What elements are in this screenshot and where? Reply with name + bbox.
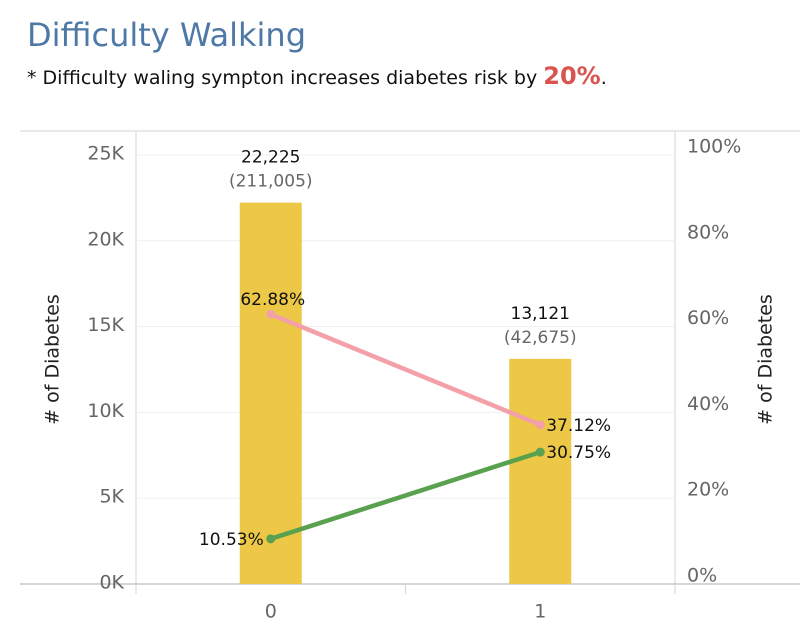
y-right-tick-label: 20% (687, 479, 729, 501)
pink-line (268, 311, 543, 428)
bar-value-label: 22,225 (241, 148, 300, 168)
bar-total-label: (42,675) (504, 328, 577, 348)
point-value-label: 62.88% (240, 290, 305, 310)
y-left-tick-label: 20K (87, 228, 124, 250)
y-left-tick-label: 25K (87, 143, 124, 165)
y-right-tick-label: 60% (687, 307, 729, 329)
bar-total-label: (211,005) (229, 172, 313, 192)
y-left-tick-label: 10K (87, 400, 124, 422)
y-right-axis-title: # of Diabetes (755, 294, 777, 425)
y-left-tick-label: 0K (99, 572, 124, 594)
subtitle-highlight: 20% (543, 62, 601, 90)
y-left-tick-label: 15K (87, 314, 124, 336)
green-line-point (535, 447, 545, 457)
subtitle-text: * Difficulty waling sympton increases di… (27, 67, 544, 89)
pink-line-point (535, 420, 545, 430)
y-left-tick-label: 5K (99, 486, 124, 508)
bar-value-label: 13,121 (511, 304, 570, 324)
pink-line-point (266, 309, 276, 319)
point-value-label: 37.12% (546, 416, 611, 436)
green-line (268, 449, 543, 542)
chart-title: Difficulty Walking (27, 16, 306, 54)
point-value-label: 10.53% (199, 530, 264, 550)
point-value-label: 30.75% (546, 443, 611, 463)
y-right-tick-label: 100% (687, 136, 741, 158)
x-tick-label: 0 (265, 601, 277, 623)
bar-0 (239, 202, 302, 584)
line-series (266, 309, 545, 544)
subtitle-suffix: . (600, 67, 607, 89)
gridlines (136, 154, 675, 499)
chart-subtitle: * Difficulty waling sympton increases di… (27, 62, 607, 90)
y-right-tick-label: 0% (687, 565, 717, 587)
bars (239, 202, 572, 584)
green-line-point (266, 534, 276, 544)
y-right-tick-label: 80% (687, 221, 729, 243)
bar-1 (509, 358, 572, 584)
y-left-axis-title: # of Diabetes (42, 294, 64, 425)
axes: 0K 5K 10K 15K 20K 25K 0% 20% 40% 60% 80% 100% 0 1 # of… (42, 136, 777, 623)
chart-frame (20, 130, 800, 594)
data-labels: 22,225 (211,005) 13,121 (42,675) 62.88% 37.12… (199, 148, 611, 550)
y-right-tick-label: 40% (687, 393, 729, 415)
x-tick-label: 1 (534, 601, 546, 623)
